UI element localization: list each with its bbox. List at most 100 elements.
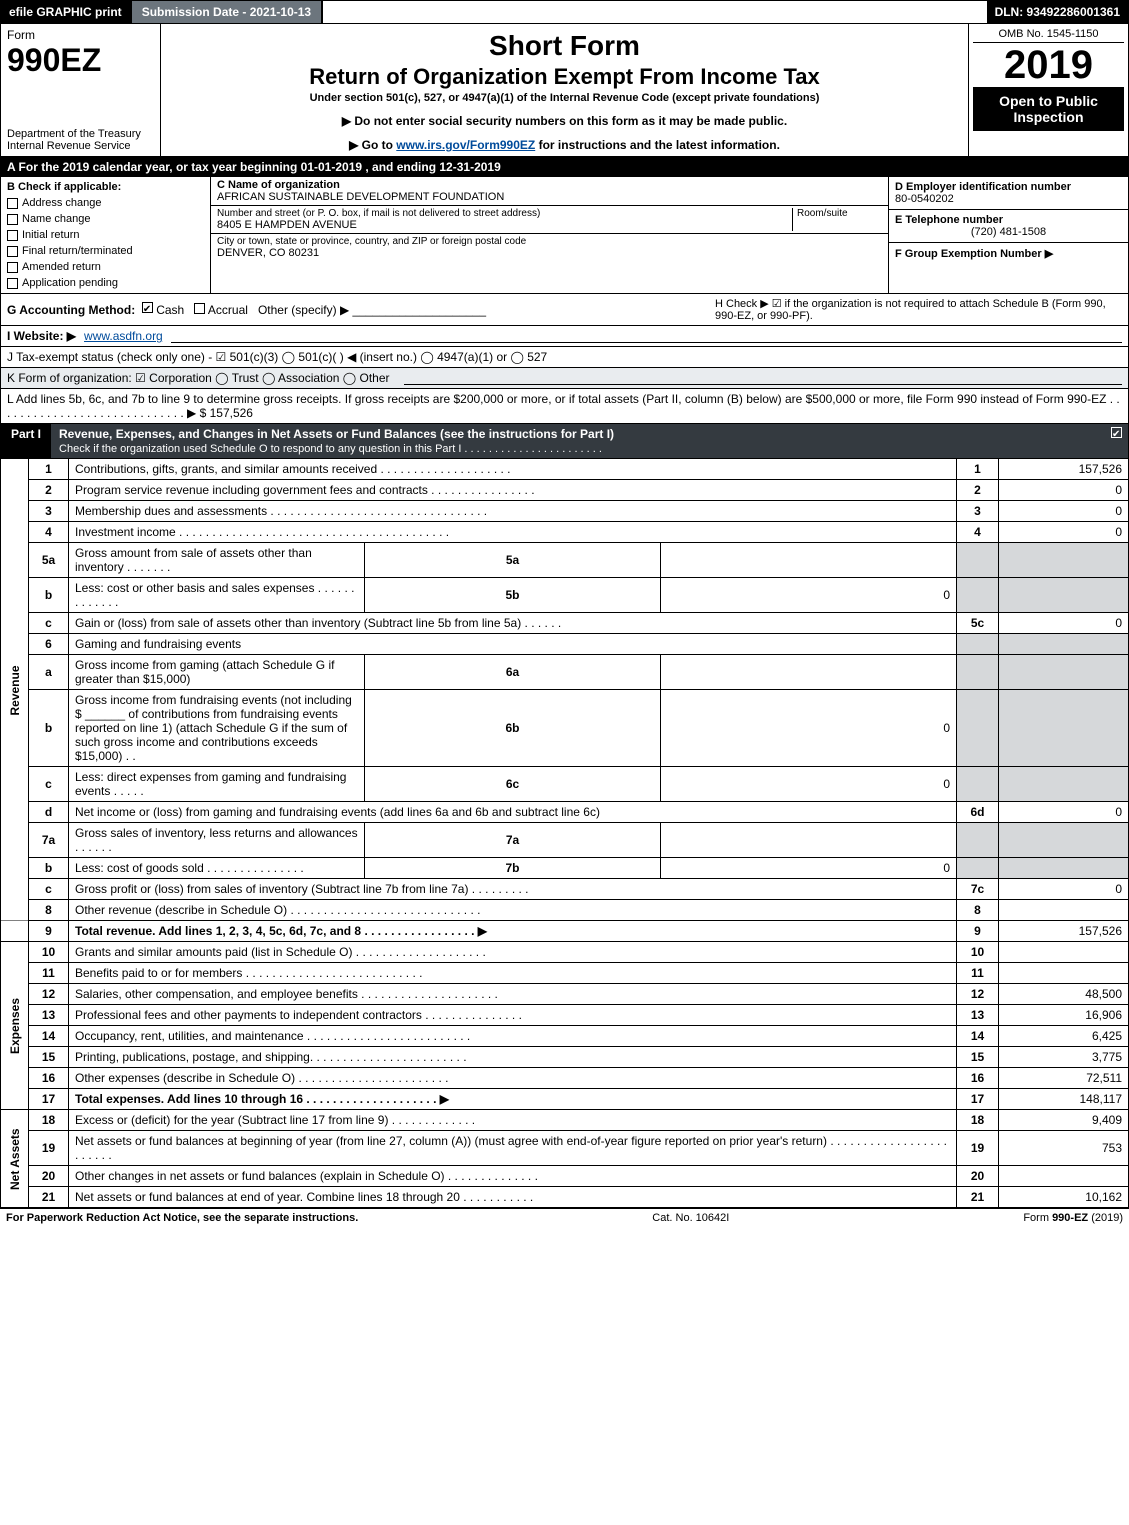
city-state-zip: DENVER, CO 80231 (217, 247, 319, 259)
table-row: cLess: direct expenses from gaming and f… (1, 767, 1129, 802)
checkbox-icon (7, 230, 18, 241)
chk-application-pending[interactable]: Application pending (7, 277, 204, 289)
chk-final-return[interactable]: Final return/terminated (7, 245, 204, 257)
no-ssn-note: ▶ Do not enter social security numbers o… (167, 114, 962, 128)
addr-label: Number and street (or P. O. box, if mail… (217, 208, 792, 219)
part-tag: Part I (1, 424, 51, 458)
line-val: 3,775 (999, 1047, 1129, 1068)
table-row: b Gross income from fundraising events (… (1, 690, 1129, 767)
shaded-cell (957, 634, 999, 655)
side-label-revenue: Revenue (1, 459, 29, 921)
chk-label: Address change (22, 197, 102, 209)
header-center: Short Form Return of Organization Exempt… (161, 24, 968, 156)
checkbox-icon (7, 198, 18, 209)
line-ref: 3 (957, 501, 999, 522)
goto-pre: ▶ Go to (349, 138, 396, 152)
line-ref: 21 (957, 1187, 999, 1208)
mid-val (661, 543, 957, 578)
omb-number: OMB No. 1545-1150 (973, 28, 1124, 43)
chk-amended-return[interactable]: Amended return (7, 261, 204, 273)
chk-initial-return[interactable]: Initial return (7, 229, 204, 241)
checkbox-icon (7, 278, 18, 289)
line-ref: 20 (957, 1166, 999, 1187)
line-val: 16,906 (999, 1005, 1129, 1026)
footer-form-ref: Form 990-EZ (2019) (1023, 1212, 1123, 1224)
k-text: K Form of organization: ☑ Corporation ◯ … (7, 371, 390, 385)
line-val: 72,511 (999, 1068, 1129, 1089)
line-ref: 4 (957, 522, 999, 543)
checkbox-icon[interactable] (194, 303, 205, 314)
table-row: 15Printing, publications, postage, and s… (1, 1047, 1129, 1068)
form-label: Form (7, 28, 154, 42)
mid-ref: 6c (365, 767, 661, 802)
part-title: Revenue, Expenses, and Changes in Net As… (51, 424, 1105, 458)
mid-val: 0 (661, 858, 957, 879)
line-text: Net assets or fund balances at end of ye… (69, 1187, 957, 1208)
checkbox-icon (7, 214, 18, 225)
part-check-box[interactable] (1105, 424, 1128, 458)
efile-print-label[interactable]: efile GRAPHIC print (1, 1, 130, 23)
table-row: bLess: cost of goods sold . . . . . . . … (1, 858, 1129, 879)
line-text: Gross profit or (loss) from sales of inv… (69, 879, 957, 900)
g-accrual: Accrual (208, 303, 248, 317)
table-row: 17Total expenses. Add lines 10 through 1… (1, 1089, 1129, 1110)
tax-year: 2019 (973, 45, 1124, 85)
table-row: bLess: cost or other basis and sales exp… (1, 578, 1129, 613)
website-link[interactable]: www.asdfn.org (84, 329, 163, 343)
page-footer: For Paperwork Reduction Act Notice, see … (0, 1208, 1129, 1227)
open-to-public-badge: Open to Public Inspection (973, 87, 1124, 131)
line-val: 148,117 (999, 1089, 1129, 1110)
table-row: 9Total revenue. Add lines 1, 2, 3, 4, 5c… (1, 921, 1129, 942)
footer-left: For Paperwork Reduction Act Notice, see … (6, 1212, 358, 1224)
line-ref: 10 (957, 942, 999, 963)
street-address: 8405 E HAMPDEN AVENUE (217, 219, 792, 231)
line-text: Other changes in net assets or fund bala… (69, 1166, 957, 1187)
city-label: City or town, state or province, country… (217, 236, 526, 247)
chk-label: Application pending (22, 277, 118, 289)
line-text: Membership dues and assessments . . . . … (69, 501, 957, 522)
mid-ref: 6a (365, 655, 661, 690)
chk-address-change[interactable]: Address change (7, 197, 204, 209)
mid-ref: 6b (365, 690, 661, 767)
line-ref: 18 (957, 1110, 999, 1131)
checkbox-icon (1111, 427, 1122, 438)
line-text: Excess or (deficit) for the year (Subtra… (69, 1110, 957, 1131)
shaded-cell (957, 578, 999, 613)
underline (404, 371, 1122, 385)
shaded-cell (957, 690, 999, 767)
chk-label: Amended return (22, 261, 101, 273)
column-b-checkboxes: B Check if applicable: Address change Na… (1, 177, 211, 293)
line-val: 0 (999, 501, 1129, 522)
line-ref: 19 (957, 1131, 999, 1166)
line-ref: 13 (957, 1005, 999, 1026)
table-row: 21Net assets or fund balances at end of … (1, 1187, 1129, 1208)
shaded-cell (999, 543, 1129, 578)
chk-label: Final return/terminated (22, 245, 133, 257)
ein-value: 80-0540202 (895, 193, 1122, 205)
line-text: Printing, publications, postage, and shi… (69, 1047, 957, 1068)
column-c-org-info: C Name of organization AFRICAN SUSTAINAB… (211, 177, 888, 293)
chk-name-change[interactable]: Name change (7, 213, 204, 225)
row-i-website: I Website: ▶ www.asdfn.org (0, 326, 1129, 347)
f-label: F Group Exemption Number ▶ (895, 248, 1053, 260)
dept-line-2: Internal Revenue Service (7, 140, 154, 152)
table-row: 8Other revenue (describe in Schedule O) … (1, 900, 1129, 921)
line-val: 0 (999, 480, 1129, 501)
phone-value: (720) 481-1508 (895, 226, 1122, 238)
form-number: 990EZ (7, 42, 154, 79)
table-row: Revenue 1 Contributions, gifts, grants, … (1, 459, 1129, 480)
g-label: G Accounting Method: (7, 303, 135, 317)
table-row: cGain or (loss) from sale of assets othe… (1, 613, 1129, 634)
line-text: Grants and similar amounts paid (list in… (69, 942, 957, 963)
goto-link[interactable]: www.irs.gov/Form990EZ (396, 138, 535, 152)
table-row: 3Membership dues and assessments . . . .… (1, 501, 1129, 522)
line-val: 753 (999, 1131, 1129, 1166)
line-text: Less: cost or other basis and sales expe… (69, 578, 365, 613)
line-text: Contributions, gifts, grants, and simila… (69, 459, 957, 480)
table-row: 12Salaries, other compensation, and empl… (1, 984, 1129, 1005)
underline (171, 329, 1122, 343)
submission-date-badge: Submission Date - 2021-10-13 (130, 1, 323, 23)
line-text: Total expenses. Add lines 10 through 16 … (69, 1089, 957, 1110)
shaded-cell (999, 858, 1129, 879)
checkbox-icon[interactable] (142, 302, 153, 313)
